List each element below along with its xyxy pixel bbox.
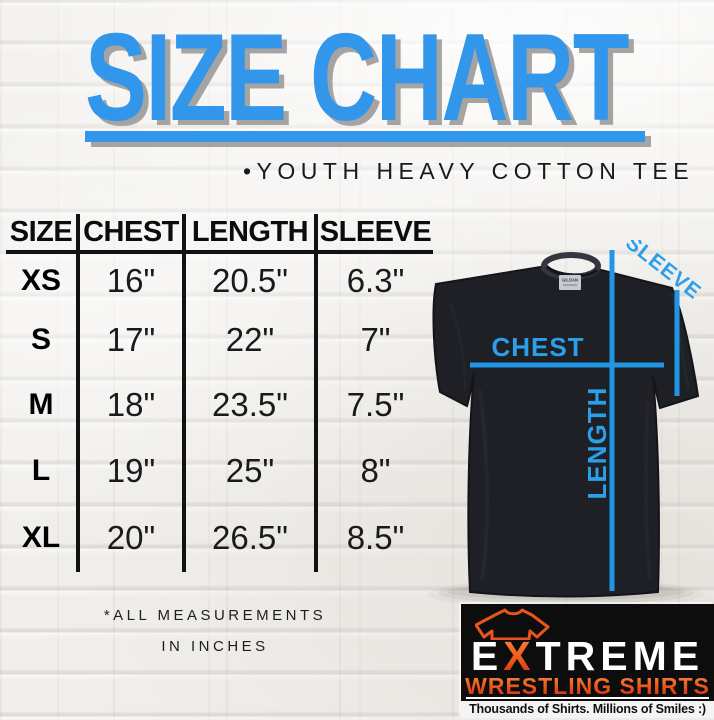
cell-size: XS [6,252,80,308]
cell-length: 20.5" [184,252,318,308]
wrinkle [670,291,690,391]
page-title: SIZE CHART [85,9,630,147]
logo-tagline: Thousands of Shirts. Millions of Smiles … [461,701,714,718]
cell-length: 23.5" [184,372,318,438]
tshirt-shape [432,264,700,598]
cell-length: 22" [184,308,318,372]
cell-size: XL [6,504,80,572]
brand-logo: EXTREME WRESTLING SHIRTS Thousands of Sh… [461,604,714,718]
tshirt-diagram: GILDAN CHEST LENGTH SLEEVE [428,240,705,604]
tee-outline-icon [475,608,550,640]
wrinkle [643,399,652,581]
neck-tag-brand: GILDAN [562,278,578,283]
title-underline [85,131,645,142]
subtitle: •YOUTH HEAVY COTTON TEE [243,158,695,184]
wrinkle [448,301,467,391]
header-length: LENGTH [184,214,318,254]
header-sleeve: SLEEVE [316,214,433,254]
table-header-row: SIZE CHEST LENGTH SLEEVE [6,214,433,254]
chest-label: CHEST [491,332,584,362]
table-row: XS 16" 20.5" 6.3" [6,252,433,308]
logo-extreme-x: X [503,633,536,679]
size-table: SIZE CHEST LENGTH SLEEVE XS 16" 20.5" 6.… [6,214,433,572]
tee-outline-path [475,608,550,640]
cell-sleeve: 6.3" [346,262,405,299]
cell-chest: 19" [78,438,186,504]
cell-length: 26.5" [184,504,318,572]
logo-wrestling-shirts: WRESTLING SHIRTS [461,673,714,700]
neck-tag [559,275,581,290]
logo-extreme-pre: E [470,633,504,679]
wrinkle [478,389,489,581]
logo-extreme-text: EXTREME [461,633,714,680]
cell-chest: 16" [78,252,186,308]
cell-chest: 20" [78,504,186,572]
cell-size: S [6,308,80,372]
logo-extreme-post: TREME [535,633,705,679]
measurements-footnote: *ALL MEASUREMENTS IN INCHES [70,601,360,663]
logo-divider [466,697,709,699]
cell-size: L [6,438,80,504]
cell-sleeve: 8.5" [346,519,405,556]
header-size: SIZE [6,214,80,254]
footnote-line1: *ALL MEASUREMENTS [103,607,327,624]
header-chest: CHEST [78,214,186,254]
cell-chest: 18" [78,372,186,438]
table-row: L 19" 25" 8" [6,438,433,504]
cell-length: 25" [184,438,318,504]
title-block: SIZE CHART [85,16,647,140]
footnote-line2: IN INCHES [161,637,269,655]
table-row: M 18" 23.5" 7.5" [6,372,433,438]
length-label: LENGTH [582,387,612,500]
table-row: S 17" 22" 7" [6,308,433,372]
table-row: XL 20" 26.5" 8.5" [6,504,433,572]
cell-chest: 17" [78,308,186,372]
cell-sleeve: 7" [360,321,391,358]
cell-sleeve: 7.5" [346,386,405,423]
cell-size: M [6,372,80,438]
cell-sleeve: 8" [360,452,391,489]
